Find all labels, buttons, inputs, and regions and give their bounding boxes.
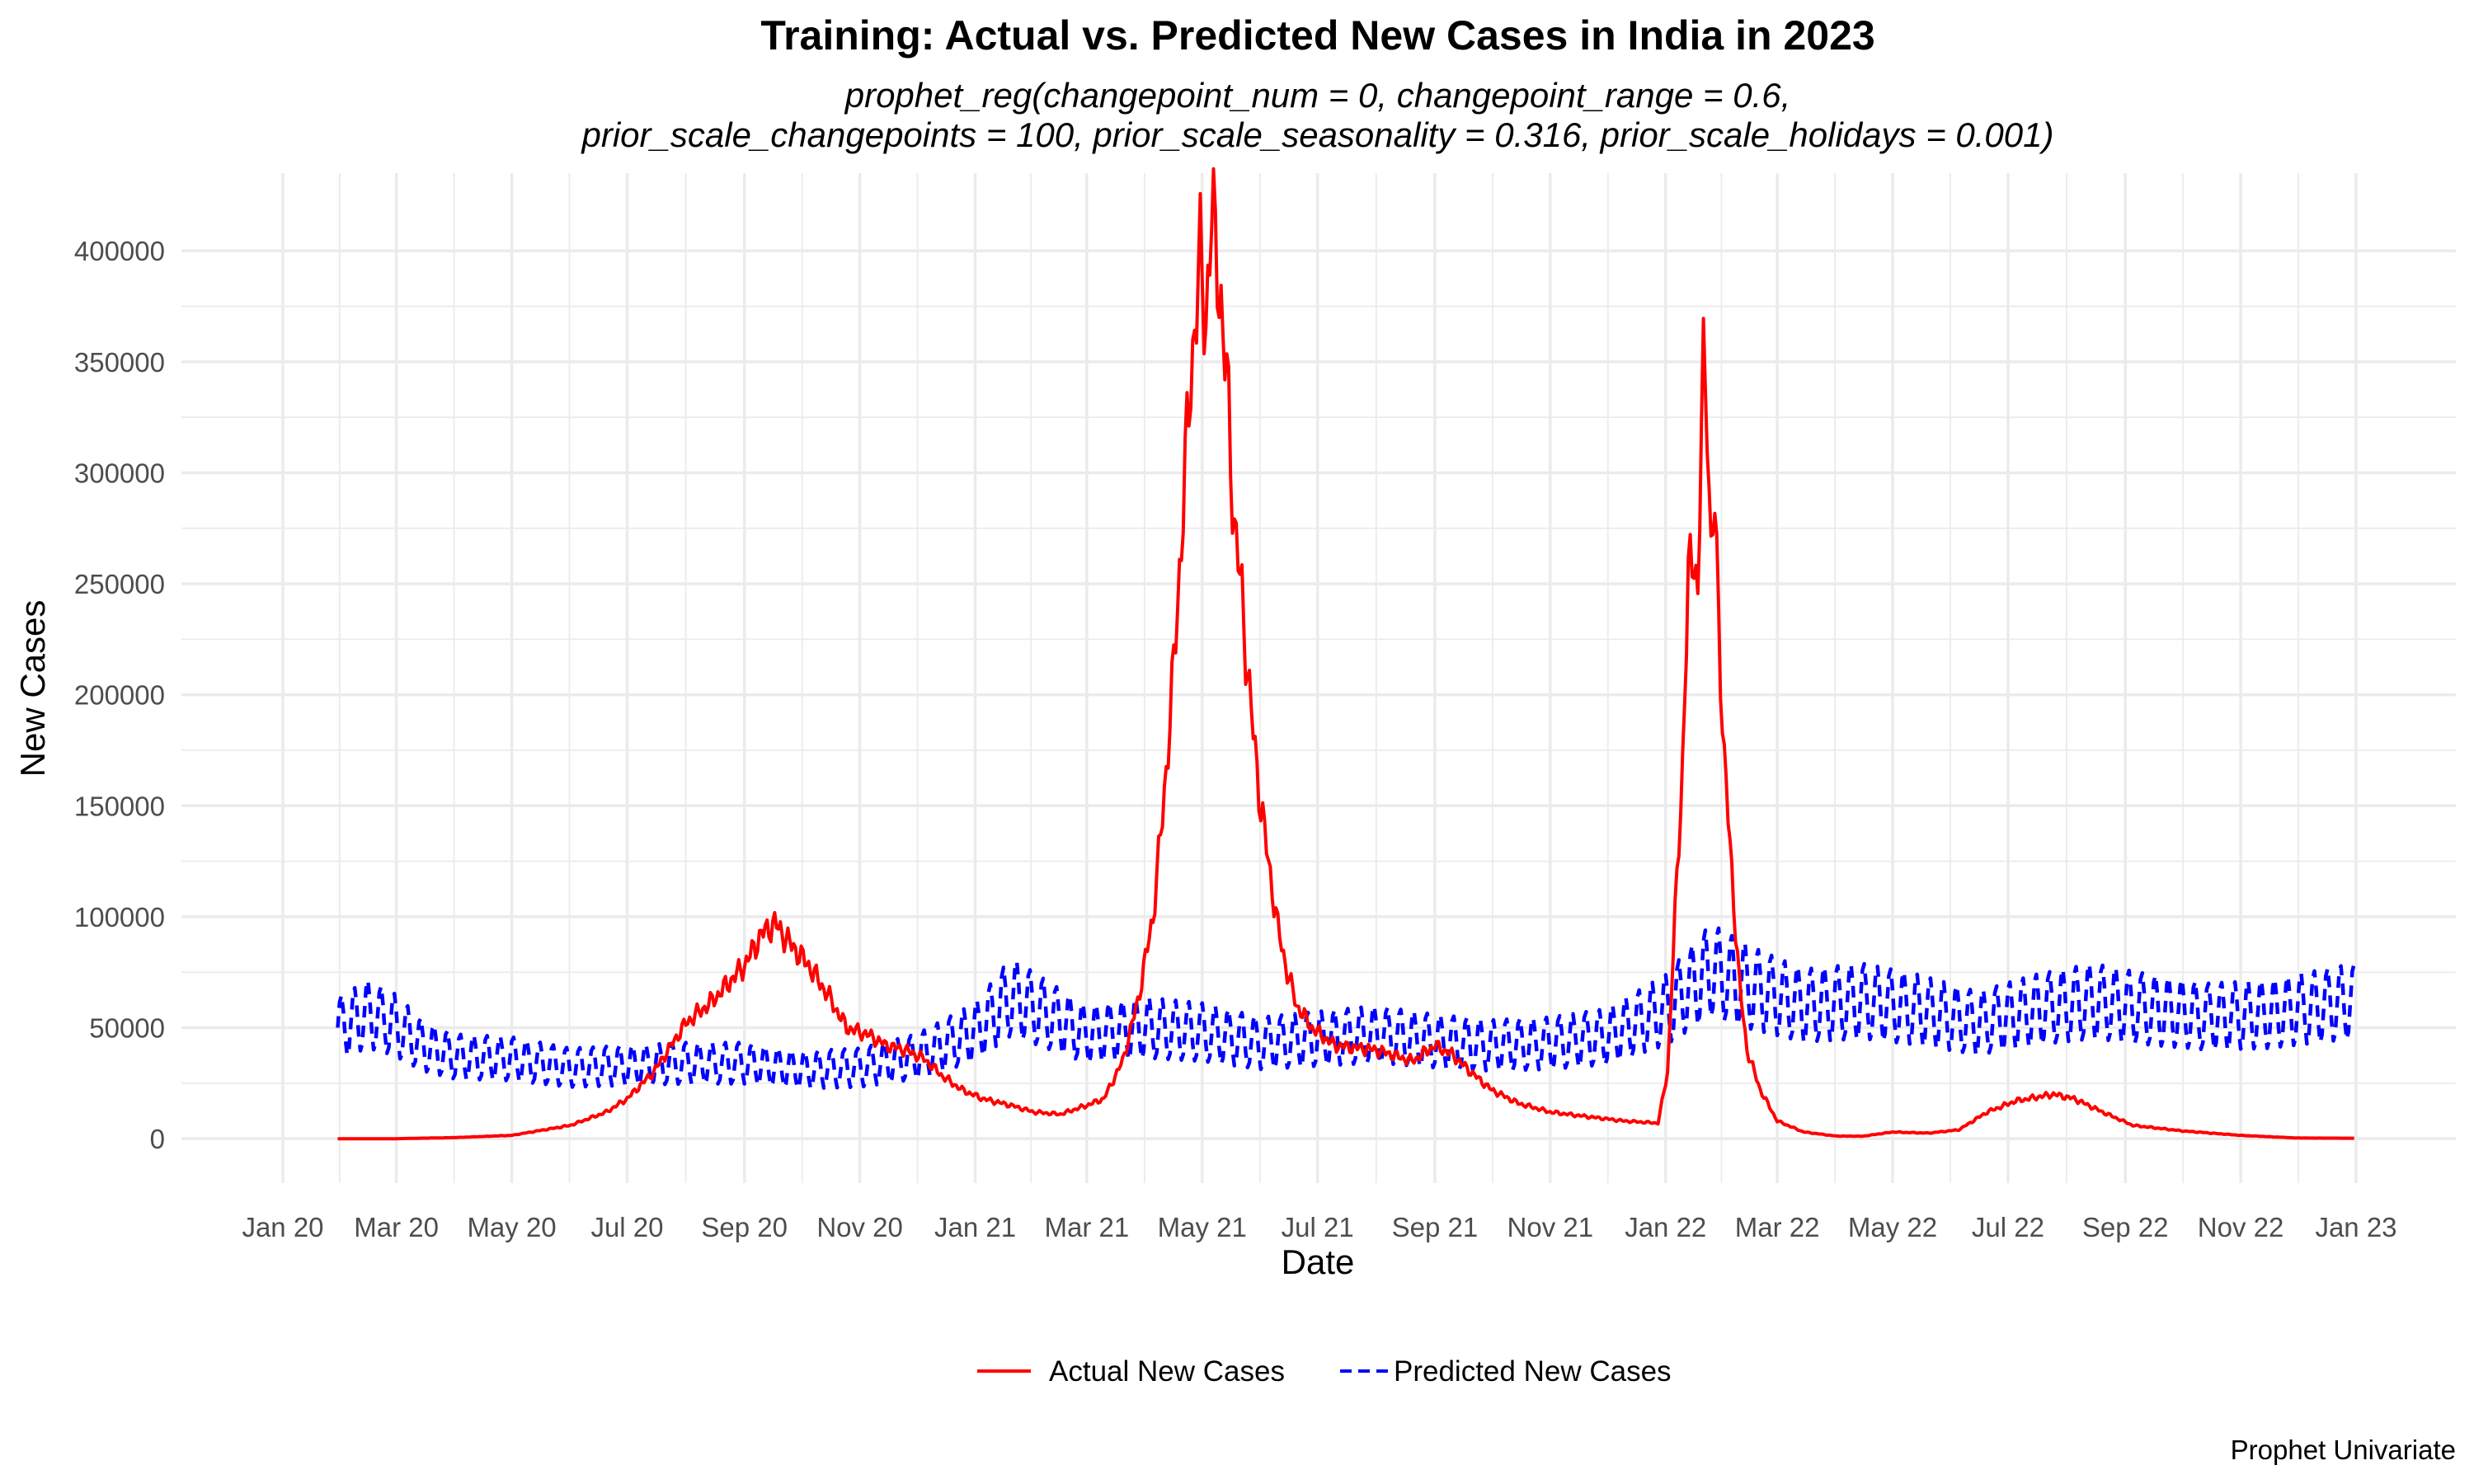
- y-tick-label: 350000: [74, 347, 165, 378]
- y-tick-label: 50000: [89, 1013, 165, 1044]
- chart-title: Training: Actual vs. Predicted New Cases…: [760, 12, 1874, 59]
- y-axis-ticks: 0 50000 100000 150000 200000 250000 300000 3500…: [74, 236, 165, 1154]
- y-tick-label: 200000: [74, 680, 165, 711]
- x-tick-label: May 21: [1158, 1212, 1247, 1242]
- x-tick-label: Jul 20: [590, 1212, 663, 1242]
- x-tick-label: Jul 21: [1282, 1212, 1354, 1242]
- y-tick-label: 250000: [74, 569, 165, 599]
- series-group: [336, 167, 2356, 1141]
- x-tick-label: Jan 21: [934, 1212, 1016, 1242]
- y-tick-label: 0: [150, 1124, 165, 1154]
- x-tick-label: Jan 22: [1625, 1212, 1706, 1242]
- y-tick-label: 150000: [74, 791, 165, 821]
- x-tick-label: Sep 22: [2082, 1212, 2169, 1242]
- x-axis-ticks: Jan 20 Mar 20 May 20 Jul 20 Sep 20 Nov 20 Jan …: [242, 1212, 2396, 1242]
- x-tick-label: Nov 21: [1507, 1212, 1594, 1242]
- x-tick-label: Mar 21: [1045, 1212, 1130, 1242]
- x-tick-label: Jul 22: [1972, 1212, 2044, 1242]
- y-tick-label: 300000: [74, 458, 165, 488]
- y-axis-title: New Cases: [13, 600, 52, 777]
- x-tick-label: Jan 23: [2315, 1212, 2396, 1242]
- x-tick-label: Jan 20: [242, 1212, 323, 1242]
- chart-subtitle-line-1: prophet_reg(changepoint_num = 0, changep…: [844, 76, 1791, 115]
- legend-label-actual: Actual New Cases: [1049, 1355, 1285, 1388]
- chart-caption: Prophet Univariate: [2231, 1435, 2456, 1465]
- series-line-actual: [337, 167, 2354, 1141]
- legend: Actual New Cases Predicted New Cases: [977, 1355, 1672, 1388]
- x-tick-label: May 20: [467, 1212, 556, 1242]
- legend-item-actual: Actual New Cases: [977, 1355, 1285, 1388]
- x-tick-label: Mar 22: [1735, 1212, 1820, 1242]
- legend-label-predicted: Predicted New Cases: [1394, 1355, 1672, 1388]
- x-axis-title: Date: [1282, 1242, 1355, 1281]
- y-tick-label: 100000: [74, 902, 165, 932]
- legend-item-predicted: Predicted New Cases: [1340, 1355, 1672, 1388]
- chart-subtitle-line-2: prior_scale_changepoints = 100, prior_sc…: [581, 115, 2054, 154]
- series-line-predicted: [336, 926, 2356, 1091]
- x-tick-label: Sep 21: [1392, 1212, 1479, 1242]
- x-tick-label: May 22: [1848, 1212, 1937, 1242]
- x-tick-label: Mar 20: [354, 1212, 439, 1242]
- x-tick-label: Sep 20: [701, 1212, 788, 1242]
- x-tick-label: Nov 22: [2198, 1212, 2284, 1242]
- grid: [181, 173, 2456, 1183]
- y-tick-label: 400000: [74, 236, 165, 266]
- x-tick-label: Nov 20: [816, 1212, 903, 1242]
